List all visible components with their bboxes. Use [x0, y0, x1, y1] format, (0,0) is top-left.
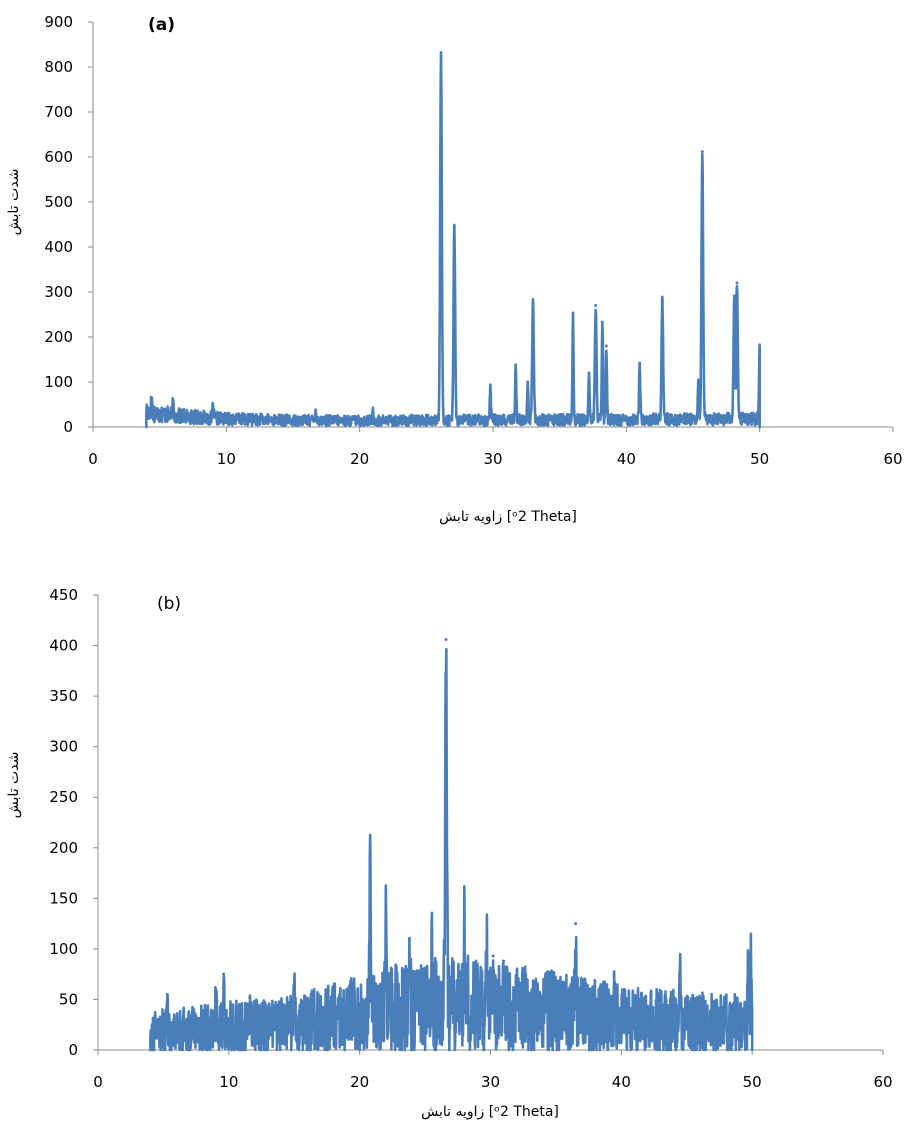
- peak-point: [371, 410, 375, 414]
- y-tick-label: 0: [63, 418, 73, 436]
- peak-point: [452, 225, 456, 229]
- y-tick-label: 200: [49, 839, 78, 857]
- peak-point: [514, 363, 518, 367]
- y-tick-label: 300: [49, 738, 78, 756]
- peak-point: [531, 301, 535, 305]
- x-tick-label: 10: [217, 450, 236, 468]
- y-tick-label: 350: [49, 687, 78, 705]
- panel-label-b: (b): [157, 594, 181, 614]
- peak-point: [696, 381, 700, 385]
- y-tick-label: 450: [49, 586, 78, 604]
- peak-point: [439, 51, 443, 55]
- x-tick-label: 50: [743, 1073, 762, 1091]
- series-line-b: [149, 647, 754, 1052]
- peak-point: [485, 952, 489, 956]
- peak-point: [600, 320, 604, 324]
- peak-point: [211, 405, 215, 409]
- peak-point: [758, 349, 762, 352]
- y-axis-label-b: شدت تابش: [6, 752, 22, 819]
- y-tick-label: 150: [49, 889, 78, 907]
- y-tick-label: 600: [44, 148, 73, 166]
- peak-point: [444, 637, 448, 641]
- peak-point: [150, 396, 154, 400]
- y-axis-label-a: شدت تابش: [6, 169, 22, 236]
- y-tick-label: 200: [44, 328, 73, 346]
- y-tick-label: 900: [44, 13, 73, 31]
- peak-point: [314, 408, 318, 412]
- x-tick-label: 10: [219, 1073, 238, 1091]
- peak-point: [735, 281, 739, 285]
- peak-point: [248, 995, 252, 999]
- peak-point: [384, 914, 388, 918]
- x-tick-label: 30: [481, 1073, 500, 1091]
- x-tick-label: 60: [883, 450, 902, 468]
- peak-point: [587, 371, 591, 375]
- peak-point: [502, 959, 506, 963]
- peak-point: [749, 957, 753, 961]
- peak-point: [700, 150, 704, 154]
- y-tick-label: 250: [49, 788, 78, 806]
- peak-point: [594, 304, 598, 307]
- peak-point: [574, 922, 578, 926]
- peak-point: [678, 964, 682, 968]
- peak-point: [488, 388, 492, 392]
- peak-point: [407, 937, 411, 941]
- y-tick-label: 800: [44, 58, 73, 76]
- x-tick-label: 0: [93, 1073, 103, 1091]
- peak-point: [368, 859, 372, 863]
- panel-label-a: (a): [148, 15, 175, 35]
- y-tick-label: 100: [49, 940, 78, 958]
- x-tick-label: 30: [483, 450, 502, 468]
- x-tick-label: 20: [350, 450, 369, 468]
- y-tick-label: 500: [44, 193, 73, 211]
- y-tick-label: 400: [49, 637, 78, 655]
- peak-point: [430, 952, 434, 956]
- peak-point: [604, 344, 608, 348]
- peak-point: [292, 991, 296, 995]
- peak-point: [638, 361, 642, 365]
- y-tick-label: 50: [59, 990, 78, 1008]
- x-tick-label: 60: [873, 1073, 892, 1091]
- peak-point: [571, 315, 575, 319]
- y-tick-label: 300: [44, 283, 73, 301]
- peak-point: [732, 299, 736, 303]
- chart-panel-b: (b) زاویه تابش [ᵒ2 Theta] شدت تابش 0 50 10…: [6, 586, 893, 1120]
- y-tick-label: 400: [44, 238, 73, 256]
- peak-point: [526, 380, 530, 384]
- x-tick-label: 40: [612, 1073, 631, 1091]
- peak-point: [165, 992, 169, 996]
- x-axis-label-a: زاویه تابش [ᵒ2 Theta]: [439, 509, 577, 525]
- x-tick-label: 40: [617, 450, 636, 468]
- peak-point: [613, 984, 617, 988]
- x-tick-label: 50: [750, 450, 769, 468]
- peak-point: [222, 972, 226, 976]
- peak-point: [214, 987, 218, 991]
- series-line-a: [145, 53, 761, 429]
- peak-point: [746, 959, 750, 963]
- chart-panel-a: (a) زاویه تابش [ᵒ2 Theta] شدت تابش 01002…: [6, 13, 903, 525]
- peak-point: [660, 299, 664, 303]
- x-tick-label: 0: [88, 450, 98, 468]
- y-tick-label: 0: [68, 1041, 78, 1059]
- peak-point: [171, 403, 175, 406]
- y-tick-label: 700: [44, 103, 73, 121]
- x-axis-label-b: زاویه تابش [ᵒ2 Theta]: [421, 1104, 559, 1120]
- y-tick-label: 100: [44, 373, 73, 391]
- peak-point: [491, 954, 495, 958]
- x-tick-label: 20: [350, 1073, 369, 1091]
- peak-point: [462, 896, 466, 900]
